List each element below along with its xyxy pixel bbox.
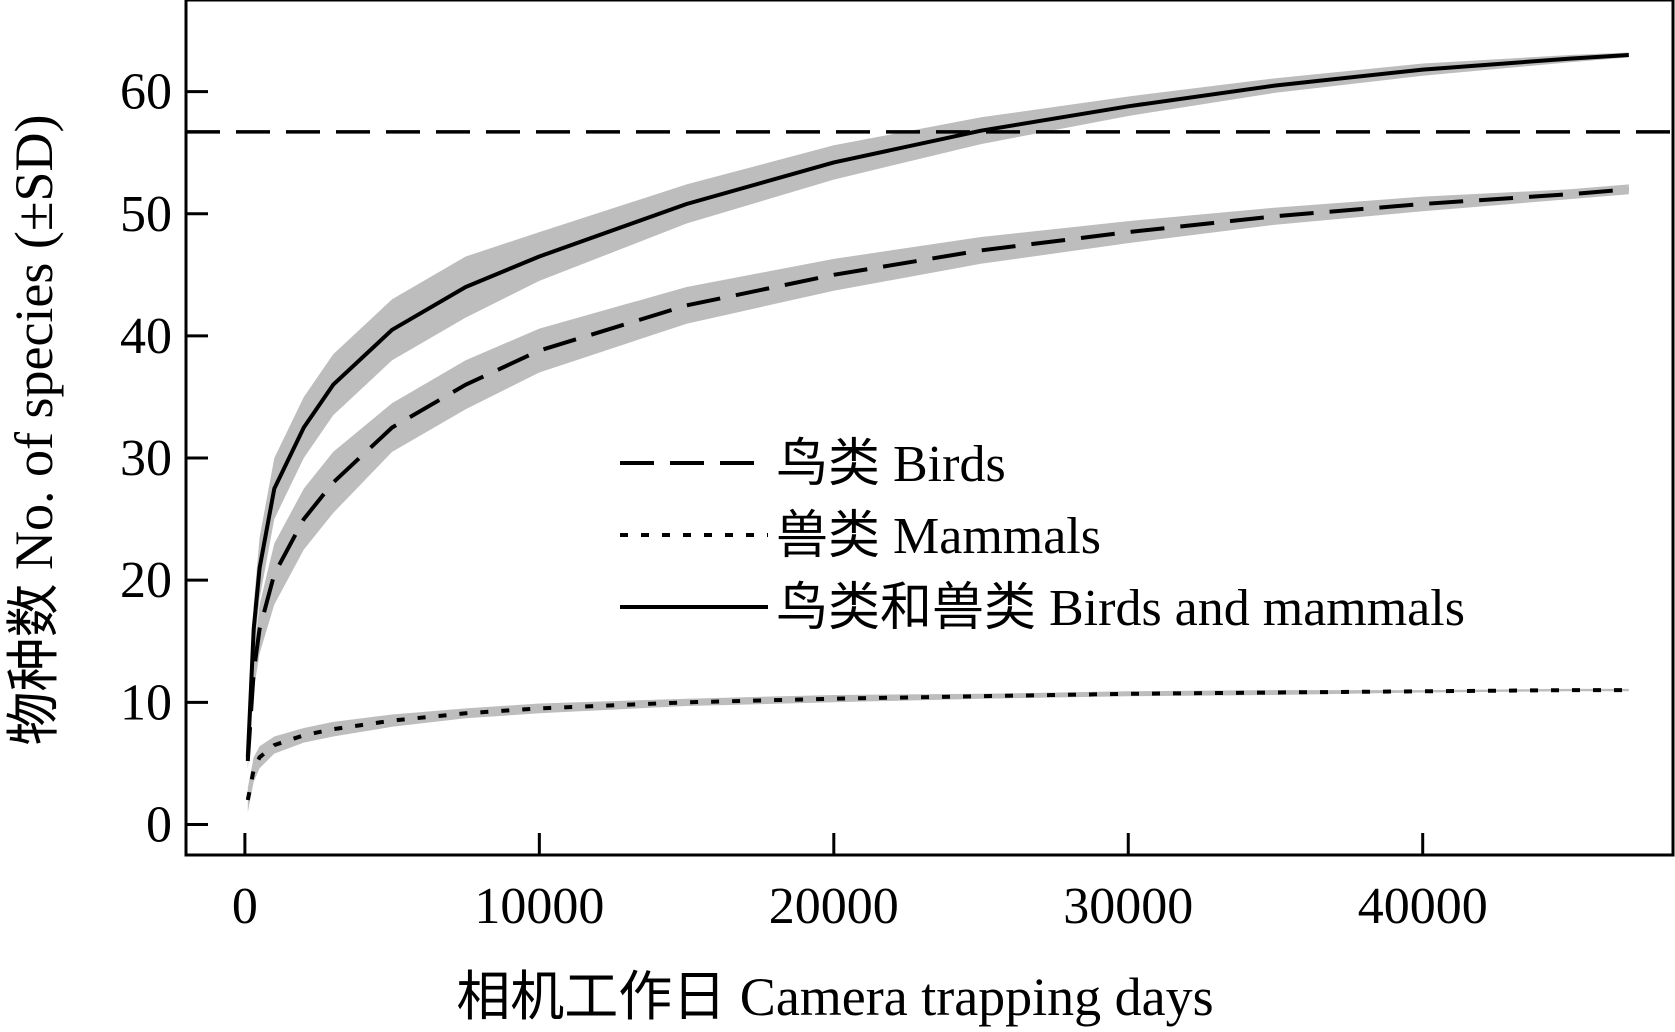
series-lines: [245, 53, 1629, 801]
y-tick-label-5: 50: [120, 186, 172, 243]
series-line-0: [245, 187, 1629, 762]
x-tick-label-3: 30000: [1063, 878, 1193, 935]
legend: 鸟类 Birds 兽类 Mammals 鸟类和兽类 Birds and mammal…: [620, 436, 1465, 637]
x-tick-label-2: 20000: [769, 878, 899, 935]
x-tick-label-0: 0: [232, 878, 258, 935]
y-tick-label-1: 10: [120, 674, 172, 731]
plot-frame: [184, 0, 1675, 857]
legend-label-1: 兽类 Mammals: [776, 508, 1101, 565]
sd-bands: [247, 52, 1629, 813]
series-line-2: [245, 53, 1629, 758]
legend-label-0: 鸟类 Birds: [776, 436, 1006, 493]
y-tick-label-0: 0: [146, 796, 172, 853]
y-tick-label-4: 40: [120, 308, 172, 365]
x-tick-label-1: 10000: [474, 878, 604, 935]
y-axis-label: 物种数 No. of species (±SD): [4, 114, 64, 745]
sd-band-2: [247, 52, 1629, 770]
sd-band-0: [247, 184, 1629, 770]
y-axis: 0 10 20 30 40 50 60: [120, 64, 208, 853]
y-tick-label-2: 20: [120, 552, 172, 609]
x-axis: 0 10000 20000 30000 40000: [232, 833, 1488, 935]
y-tick-label-3: 30: [120, 430, 172, 487]
x-tick-label-4: 40000: [1358, 878, 1488, 935]
legend-label-2: 鸟类和兽类 Birds and mammals: [776, 580, 1465, 637]
x-axis-label: 相机工作日 Camera trapping days: [456, 967, 1213, 1027]
series-line-1: [245, 688, 1629, 801]
sd-band-1: [247, 688, 1629, 813]
y-tick-label-6: 60: [120, 64, 172, 121]
